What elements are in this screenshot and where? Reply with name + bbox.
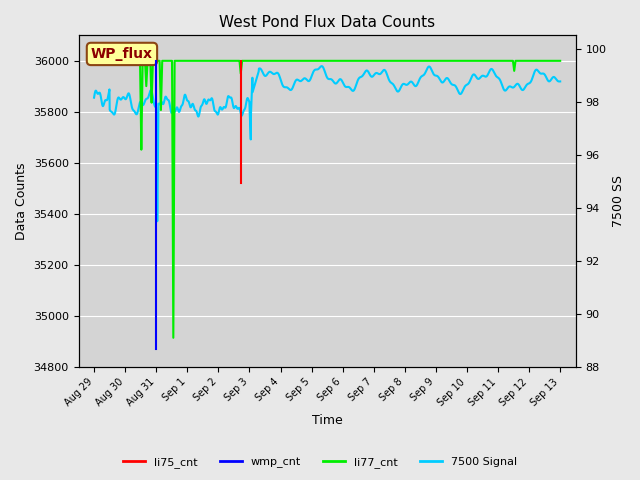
X-axis label: Time: Time xyxy=(312,414,342,427)
Y-axis label: 7500 SS: 7500 SS xyxy=(612,175,625,227)
Title: West Pond Flux Data Counts: West Pond Flux Data Counts xyxy=(219,15,435,30)
Text: WP_flux: WP_flux xyxy=(91,47,153,61)
Y-axis label: Data Counts: Data Counts xyxy=(15,162,28,240)
Legend: li75_cnt, wmp_cnt, li77_cnt, 7500 Signal: li75_cnt, wmp_cnt, li77_cnt, 7500 Signal xyxy=(118,452,522,472)
